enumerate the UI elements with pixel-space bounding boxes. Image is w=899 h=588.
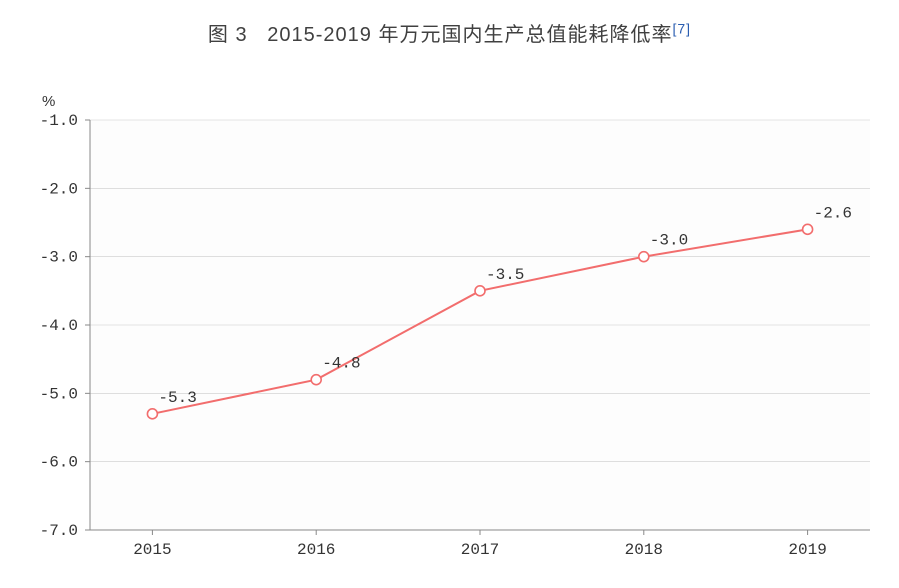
title-prefix: 图 3: [208, 24, 248, 46]
x-tick-label: 2015: [133, 541, 171, 559]
line-chart: -1.0 -2.0 -3.0 -4.0 -5.0 -6.0 -7.0% 2015 2016 201…: [0, 80, 899, 580]
data-label: -3.5: [486, 266, 524, 284]
y-tick-label: -5.0: [40, 385, 78, 403]
data-label: -2.6: [814, 204, 852, 222]
y-tick-label: -4.0: [40, 317, 78, 335]
chart-area: -1.0 -2.0 -3.0 -4.0 -5.0 -6.0 -7.0% 2015 2016 201…: [0, 80, 899, 580]
x-tick-label: 2017: [461, 541, 499, 559]
data-marker: [639, 252, 649, 262]
x-tick-label: 2016: [297, 541, 335, 559]
chart-title-wrap: 图 3 2015-2019 年万元国内生产总值能耗降低率[7]: [0, 0, 899, 47]
title-text: 2015-2019 年万元国内生产总值能耗降低率: [267, 24, 672, 46]
chart-title: 图 3 2015-2019 年万元国内生产总值能耗降低率[7]: [208, 24, 691, 46]
data-label: -5.3: [158, 389, 196, 407]
x-tick-label: 2018: [625, 541, 663, 559]
y-tick-label: -6.0: [40, 454, 78, 472]
data-label: -4.8: [322, 355, 360, 373]
data-marker: [311, 375, 321, 385]
x-tick-label: 2019: [788, 541, 826, 559]
y-tick-label: -3.0: [40, 249, 78, 267]
y-tick-label: -1.0: [40, 112, 78, 130]
data-marker: [475, 286, 485, 296]
data-marker: [803, 224, 813, 234]
unit-label: %: [42, 93, 55, 110]
data-marker: [147, 409, 157, 419]
title-superscript: [7]: [672, 20, 691, 36]
data-label: -3.0: [650, 232, 688, 250]
y-tick-label: -2.0: [40, 180, 78, 198]
y-tick-label: -7.0: [40, 522, 78, 540]
